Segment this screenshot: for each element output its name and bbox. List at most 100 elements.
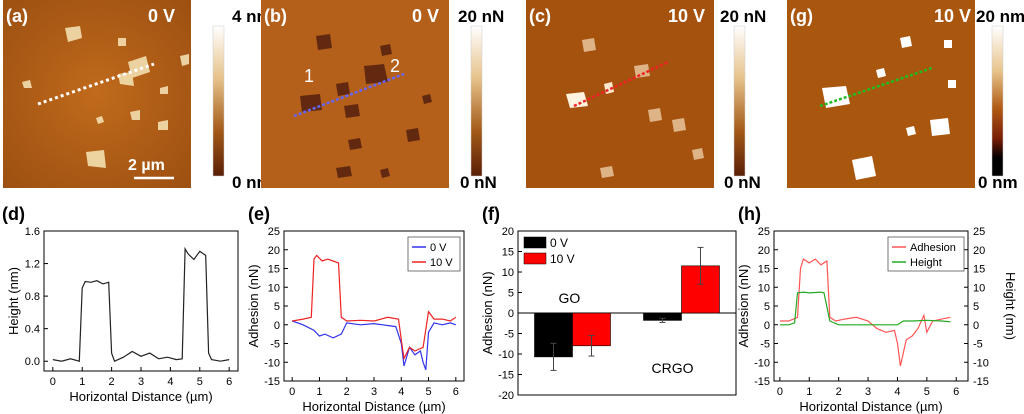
- x-tick-label: 5: [197, 376, 203, 388]
- y-tick-label: -10: [754, 357, 770, 369]
- x-tick-label: 2: [109, 376, 115, 388]
- profile-line-c: [573, 60, 669, 108]
- colorbar-min-c: 0 nN: [724, 173, 761, 192]
- y-axis-label: Adhesion (nN): [480, 271, 495, 354]
- flakes-b: [300, 34, 432, 178]
- x-tick-label: 5: [425, 386, 431, 398]
- y-tick-label: 5: [764, 301, 770, 313]
- y-tick-label: -15: [754, 376, 770, 388]
- legend-label: 10 V: [430, 257, 453, 269]
- y-axis-label-right: Height (nm): [1003, 272, 1018, 340]
- series-line-10-v: [292, 254, 457, 361]
- legend-label: 10 V: [550, 252, 575, 266]
- y-tick-label: 10: [502, 267, 514, 279]
- panel-label-c: (c): [529, 6, 551, 26]
- afm-image-c: [526, 0, 714, 188]
- colorbar-g: [991, 25, 1004, 177]
- series-line-height: [779, 291, 951, 326]
- scale-bar-label-a: 2 µm: [128, 157, 165, 174]
- y-tick-label: -15: [498, 370, 514, 382]
- panel-b: 1 2 (b) 0 V 20 nN 0 nN: [261, 0, 504, 192]
- voltage-label-a: 0 V: [148, 6, 175, 26]
- y-tick-label: 25: [758, 226, 770, 238]
- afm-image-g: [787, 0, 975, 188]
- colorbar-max-c: 20 nN: [720, 7, 766, 26]
- flakes-c: [582, 38, 704, 178]
- y-right-tick-label: -10: [973, 357, 989, 369]
- y-tick-label: 0.8: [25, 291, 40, 303]
- category-label-crgo: CRGO: [652, 360, 694, 376]
- colorbar-min-b: 0 nN: [460, 173, 497, 192]
- y-tick-label: -5: [504, 329, 514, 341]
- x-tick-label: 5: [924, 386, 930, 398]
- bar-go-10-v: [572, 312, 611, 347]
- y-axis-label: Adhesion (nN): [736, 264, 751, 347]
- y-tick-label: 15: [502, 247, 514, 259]
- marker-2-b: 2: [390, 56, 400, 76]
- x-tick-label: 6: [953, 386, 959, 398]
- x-axis-label: Horizontal Distance (µm): [302, 399, 445, 414]
- flakes-a: [22, 26, 189, 168]
- x-tick-label: 2: [836, 386, 842, 398]
- y-tick-label: 15: [268, 264, 280, 276]
- legend-label: 0 V: [550, 236, 568, 250]
- colorbar-c: [733, 25, 746, 177]
- y-tick-label: 20: [502, 226, 514, 238]
- legend-box: [887, 236, 965, 272]
- marker-1-b: 1: [304, 66, 314, 86]
- y-tick-label: 25: [268, 226, 280, 238]
- x-axis-label: Horizontal Distance (µm): [69, 389, 212, 404]
- panel-label-a: (a): [6, 6, 28, 26]
- y-tick-label: -10: [498, 349, 514, 361]
- y-tick-label: 20: [268, 245, 280, 257]
- colorbar-min-g: 0 nm: [978, 173, 1018, 192]
- chart-f-adhesion-bars: -20 -15 -10 -5 0 5 10 15 20 GO CRGO (f) Adhesion (nN…: [480, 204, 737, 402]
- y-tick-label: 15: [758, 264, 770, 276]
- voltage-label-g: 10 V: [934, 6, 971, 26]
- colorbar-max-b: 20 nN: [458, 7, 504, 26]
- y-tick-label: 5: [508, 288, 514, 300]
- x-tick-label: 3: [138, 376, 144, 388]
- x-tick-label: 4: [167, 376, 173, 388]
- afm-image-b: [261, 0, 449, 188]
- y-right-tick-label: 10: [973, 282, 985, 294]
- y-axis-label: Height (nm): [6, 267, 21, 335]
- y-tick-label: 1.6: [25, 226, 40, 238]
- panel-label: (h): [738, 204, 761, 224]
- panel-label-b: (b): [264, 6, 287, 26]
- y-tick-label: -10: [264, 357, 280, 369]
- profile-line-a: [37, 62, 155, 106]
- y-right-tick-label: -15: [973, 376, 989, 388]
- y-tick-label: -20: [498, 390, 514, 402]
- x-axis-label: Horizontal Distance (µm): [799, 399, 942, 414]
- x-tick-label: 0: [289, 386, 295, 398]
- y-right-tick-label: 5: [973, 301, 979, 313]
- x-tick-label: 3: [371, 386, 377, 398]
- y-tick-label: -15: [264, 376, 280, 388]
- y-right-tick-label: 15: [973, 264, 985, 276]
- panel-label-g: (g): [790, 6, 813, 26]
- y-tick-label: -5: [270, 339, 280, 351]
- y-tick-label: 0: [274, 320, 280, 332]
- y-right-tick-label: 0: [973, 320, 979, 332]
- y-tick-label: 5: [274, 301, 280, 313]
- legend-label: 0 V: [430, 242, 447, 254]
- chart-d-height-profile: 0.0 0.4 0.8 1.2 1.6 0 1 2 3 4 5 6 (d) Horizontal Dist…: [2, 204, 239, 404]
- x-tick-label: 2: [344, 386, 350, 398]
- flakes-g: [822, 36, 956, 180]
- panel-label: (d): [2, 204, 25, 224]
- y-right-tick-label: 25: [973, 226, 985, 238]
- y-tick-label: 20: [758, 245, 770, 257]
- panel-label: (e): [248, 204, 270, 224]
- legend-swatch: [523, 236, 547, 249]
- x-tick-label: 0: [50, 376, 56, 388]
- x-tick-label: 1: [806, 386, 812, 398]
- x-tick-label: 1: [316, 386, 322, 398]
- category-label-go: GO: [559, 290, 581, 306]
- chart-h-adhesion-height: -15 -10 -5 0 5 10 15 20 25 -15 -10 -5 0 5 10 15 20 25 0 1 2 3…: [736, 204, 1018, 414]
- voltage-label-b: 0 V: [412, 6, 439, 26]
- x-tick-label: 1: [79, 376, 85, 388]
- chart-e-adhesion-profile: -15 -10 -5 0 5 10 15 20 25 0 1 2 3 4 5 6 (e) Horizontal D…: [246, 204, 465, 414]
- x-tick-label: 6: [226, 376, 232, 388]
- y-axis-label: Adhesion (nN): [246, 264, 261, 347]
